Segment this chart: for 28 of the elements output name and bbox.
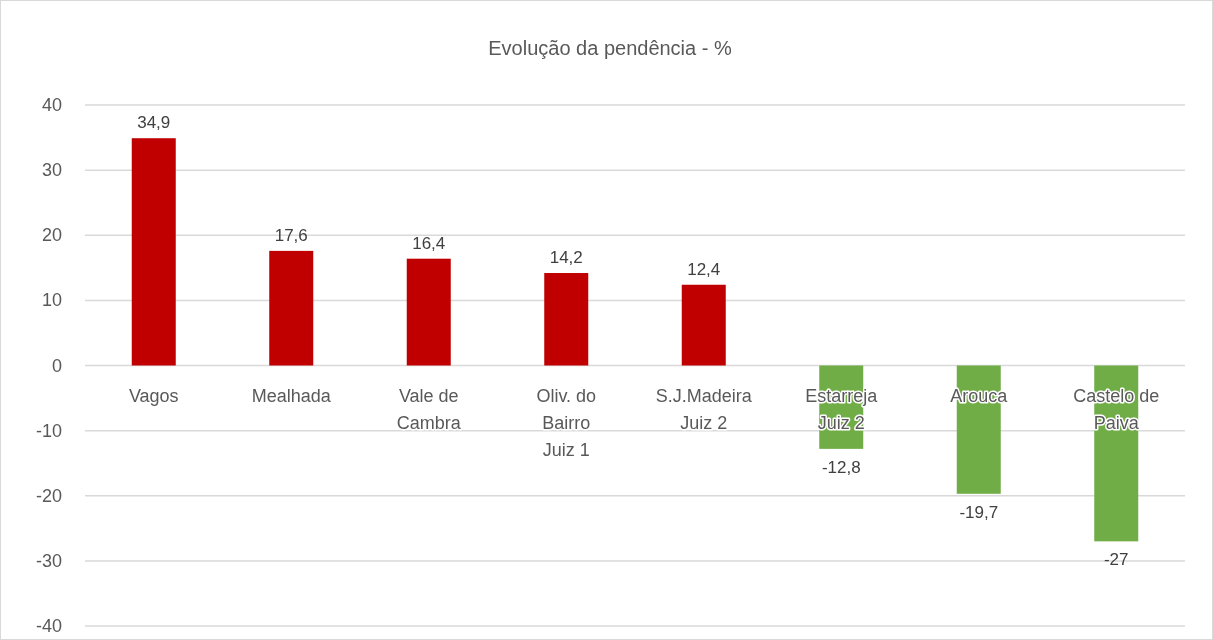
y-tick-label: -30 <box>35 550 62 571</box>
x-tick-label: Vagos <box>128 385 179 406</box>
y-tick-label: 10 <box>41 290 62 311</box>
y-tick-label: 40 <box>41 95 62 115</box>
x-tick-label: Vale de Cambra <box>396 385 462 433</box>
data-label: 12,4 <box>687 259 721 279</box>
data-label: 17,6 <box>274 225 308 245</box>
x-tick-label: Oliv. do Bairro Juiz 1 <box>536 385 597 460</box>
y-tick-label: -20 <box>35 485 62 506</box>
bar <box>681 284 726 366</box>
y-tick-label: 20 <box>41 225 62 246</box>
y-tick-label: 0 <box>51 355 62 376</box>
chart-title: Evolução da pendência - % <box>488 37 732 59</box>
data-label: 34,9 <box>137 113 171 133</box>
data-label: -27 <box>1103 550 1129 570</box>
y-tick-label: 30 <box>41 160 62 181</box>
data-label: 14,2 <box>549 248 583 268</box>
bar <box>406 258 451 366</box>
y-tick-label: -40 <box>35 616 62 636</box>
x-tick-label: S.J.Madeira Juiz 2 <box>655 385 753 433</box>
y-tick-label: -10 <box>35 420 62 441</box>
x-tick-label: Mealhada <box>251 385 332 406</box>
bar <box>269 250 314 366</box>
bar <box>131 138 176 366</box>
data-label: -12,8 <box>821 457 861 477</box>
bar <box>544 273 589 366</box>
data-label: -19,7 <box>959 502 999 522</box>
data-label: 16,4 <box>412 233 446 253</box>
